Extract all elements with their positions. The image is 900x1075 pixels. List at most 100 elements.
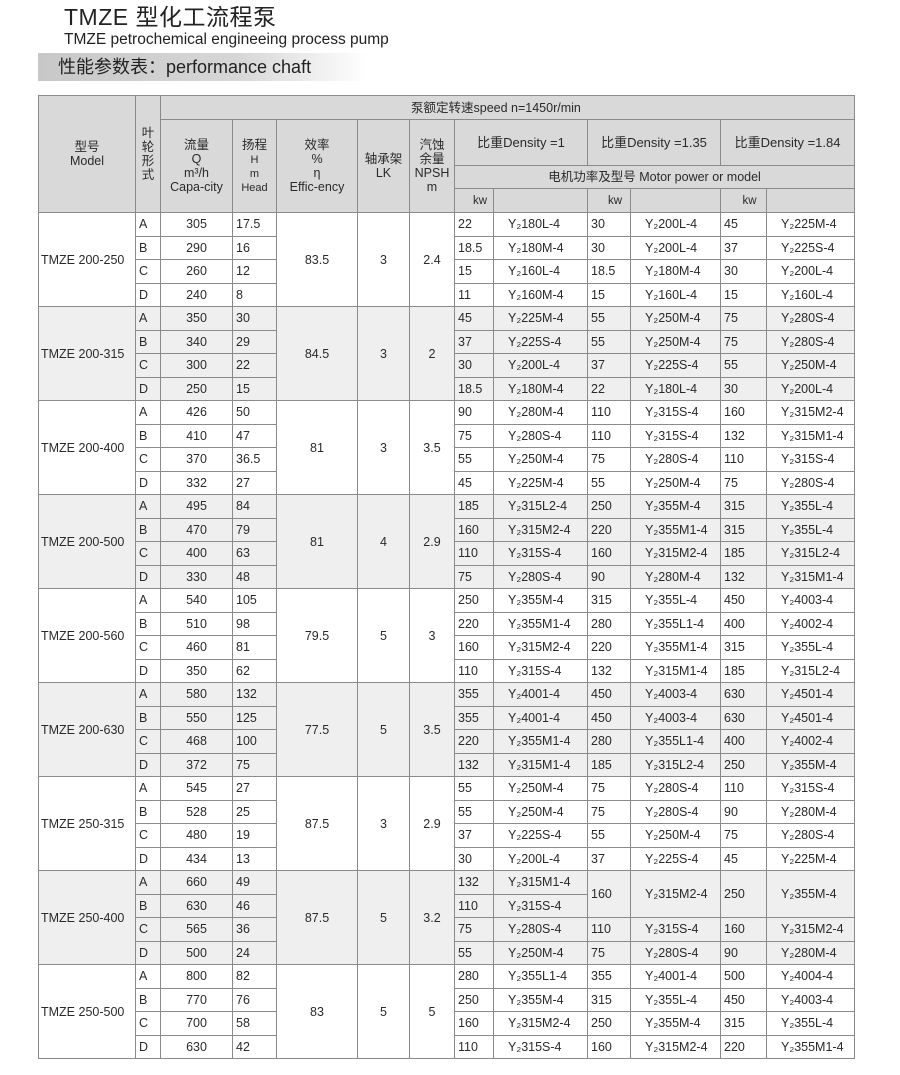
flow-value: 300 [160, 353, 233, 378]
header-density-135: 比重Density =1.35 [587, 119, 721, 166]
motor-model: Y₂4001-4 [493, 705, 588, 730]
header-head-line: m [249, 167, 260, 180]
motor-kw: 90 [587, 564, 631, 589]
motor-model: Y₂280S-4 [493, 423, 588, 448]
motor-kw: 75 [587, 776, 631, 801]
impeller-type: B [135, 799, 161, 824]
motor-model: Y₂280M-4 [765, 940, 856, 965]
impeller-type: C [135, 729, 161, 754]
motor-model: Y₂315M1-4 [765, 564, 856, 589]
motor-model: Y₂250M-4 [493, 447, 588, 472]
efficiency-value: 87.5 [276, 870, 358, 965]
motor-model: Y₂355L-4 [765, 1011, 856, 1036]
header-model-en: Model [69, 154, 105, 168]
motor-model: Y₂200L-4 [493, 353, 588, 378]
header-flow-line: Capa-city [170, 180, 223, 194]
motor-model: Y₂355M-4 [493, 987, 588, 1012]
header-model: 型号 Model [38, 95, 136, 213]
motor-kw: 250 [587, 1011, 631, 1036]
header-flow-line: m³/h [184, 166, 209, 180]
head-value: 27 [232, 776, 277, 801]
motor-model: Y₂315L2-4 [630, 752, 721, 777]
motor-kw: 185 [720, 658, 767, 683]
motor-model: Y₂280S-4 [765, 823, 856, 848]
motor-kw: 160 [587, 1034, 631, 1059]
model-name: TMZE 250-500 [38, 964, 136, 1059]
motor-model: Y₂280S-4 [493, 917, 588, 942]
motor-model: Y₂180M-4 [630, 259, 721, 284]
impeller-type: B [135, 705, 161, 730]
header-kw: kw [720, 188, 767, 213]
flow-value: 370 [160, 447, 233, 472]
head-value: 42 [232, 1034, 277, 1059]
head-value: 82 [232, 964, 277, 989]
motor-kw: 55 [454, 940, 494, 965]
motor-model: Y₂225S-4 [630, 353, 721, 378]
motor-model: Y₂315M2-4 [765, 400, 856, 425]
flow-value: 500 [160, 940, 233, 965]
motor-kw: 110 [454, 893, 494, 918]
motor-kw: 75 [454, 423, 494, 448]
motor-model: Y₂355M-4 [765, 752, 856, 777]
impeller-type: D [135, 846, 161, 871]
lk-value: 5 [357, 588, 410, 683]
motor-kw: 22 [454, 212, 494, 237]
motor-model: Y₂355L-4 [765, 517, 856, 542]
motor-kw: 37 [454, 823, 494, 848]
header-efficiency-line: η [313, 166, 321, 180]
motor-model: Y₂315L2-4 [765, 658, 856, 683]
motor-kw: 75 [587, 799, 631, 824]
motor-model: Y₂250M-4 [630, 470, 721, 495]
motor-kw: 75 [454, 564, 494, 589]
motor-model: Y₂250M-4 [765, 353, 856, 378]
motor-model: Y₂315L2-4 [493, 494, 588, 519]
head-value: 98 [232, 611, 277, 636]
head-value: 81 [232, 635, 277, 660]
header-head-line: 扬程 [241, 137, 267, 152]
motor-kw: 160 [720, 917, 767, 942]
motor-model: Y₂355M-4 [630, 1011, 721, 1036]
motor-kw: 110 [587, 400, 631, 425]
flow-value: 660 [160, 870, 233, 895]
head-value: 63 [232, 541, 277, 566]
flow-value: 460 [160, 635, 233, 660]
header-kw: kw [454, 188, 494, 213]
motor-model: Y₂250M-4 [630, 306, 721, 331]
impeller-type: C [135, 259, 161, 284]
motor-kw: 110 [454, 541, 494, 566]
head-value: 27 [232, 470, 277, 495]
motor-model: Y₂250M-4 [630, 329, 721, 354]
efficiency-value: 83 [276, 964, 358, 1059]
motor-kw: 90 [454, 400, 494, 425]
lk-value: 3 [357, 400, 410, 495]
motor-kw: 250 [454, 588, 494, 613]
motor-model: Y₂180M-4 [493, 235, 588, 260]
motor-kw: 55 [587, 306, 631, 331]
motor-kw: 55 [454, 447, 494, 472]
table-row: D 434 13 30 Y₂200L-4 37 Y₂225S-4 45 Y₂225M-4 [39, 846, 856, 871]
table-row: D 240 8 11 Y₂160M-4 15 Y₂160L-4 15 Y₂160L-4 [39, 282, 856, 307]
flow-value: 700 [160, 1011, 233, 1036]
head-value: 17.5 [232, 212, 277, 237]
impeller-type: D [135, 1034, 161, 1059]
header-model-cn: 型号 [74, 140, 100, 154]
header-flow-line: Q [191, 152, 202, 166]
motor-kw: 37 [587, 846, 631, 871]
head-value: 76 [232, 987, 277, 1012]
motor-kw: 30 [454, 846, 494, 871]
lk-value: 5 [357, 870, 410, 965]
head-value: 12 [232, 259, 277, 284]
flow-value: 305 [160, 212, 233, 237]
motor-model: Y₂4003-4 [630, 682, 721, 707]
motor-kw: 355 [587, 964, 631, 989]
efficiency-value: 81 [276, 400, 358, 495]
head-value: 24 [232, 940, 277, 965]
flow-value: 426 [160, 400, 233, 425]
motor-kw: 400 [720, 611, 767, 636]
motor-model: Y₂355L1-4 [630, 611, 721, 636]
head-value: 36 [232, 917, 277, 942]
motor-kw: 90 [720, 799, 767, 824]
motor-kw: 110 [454, 1034, 494, 1059]
